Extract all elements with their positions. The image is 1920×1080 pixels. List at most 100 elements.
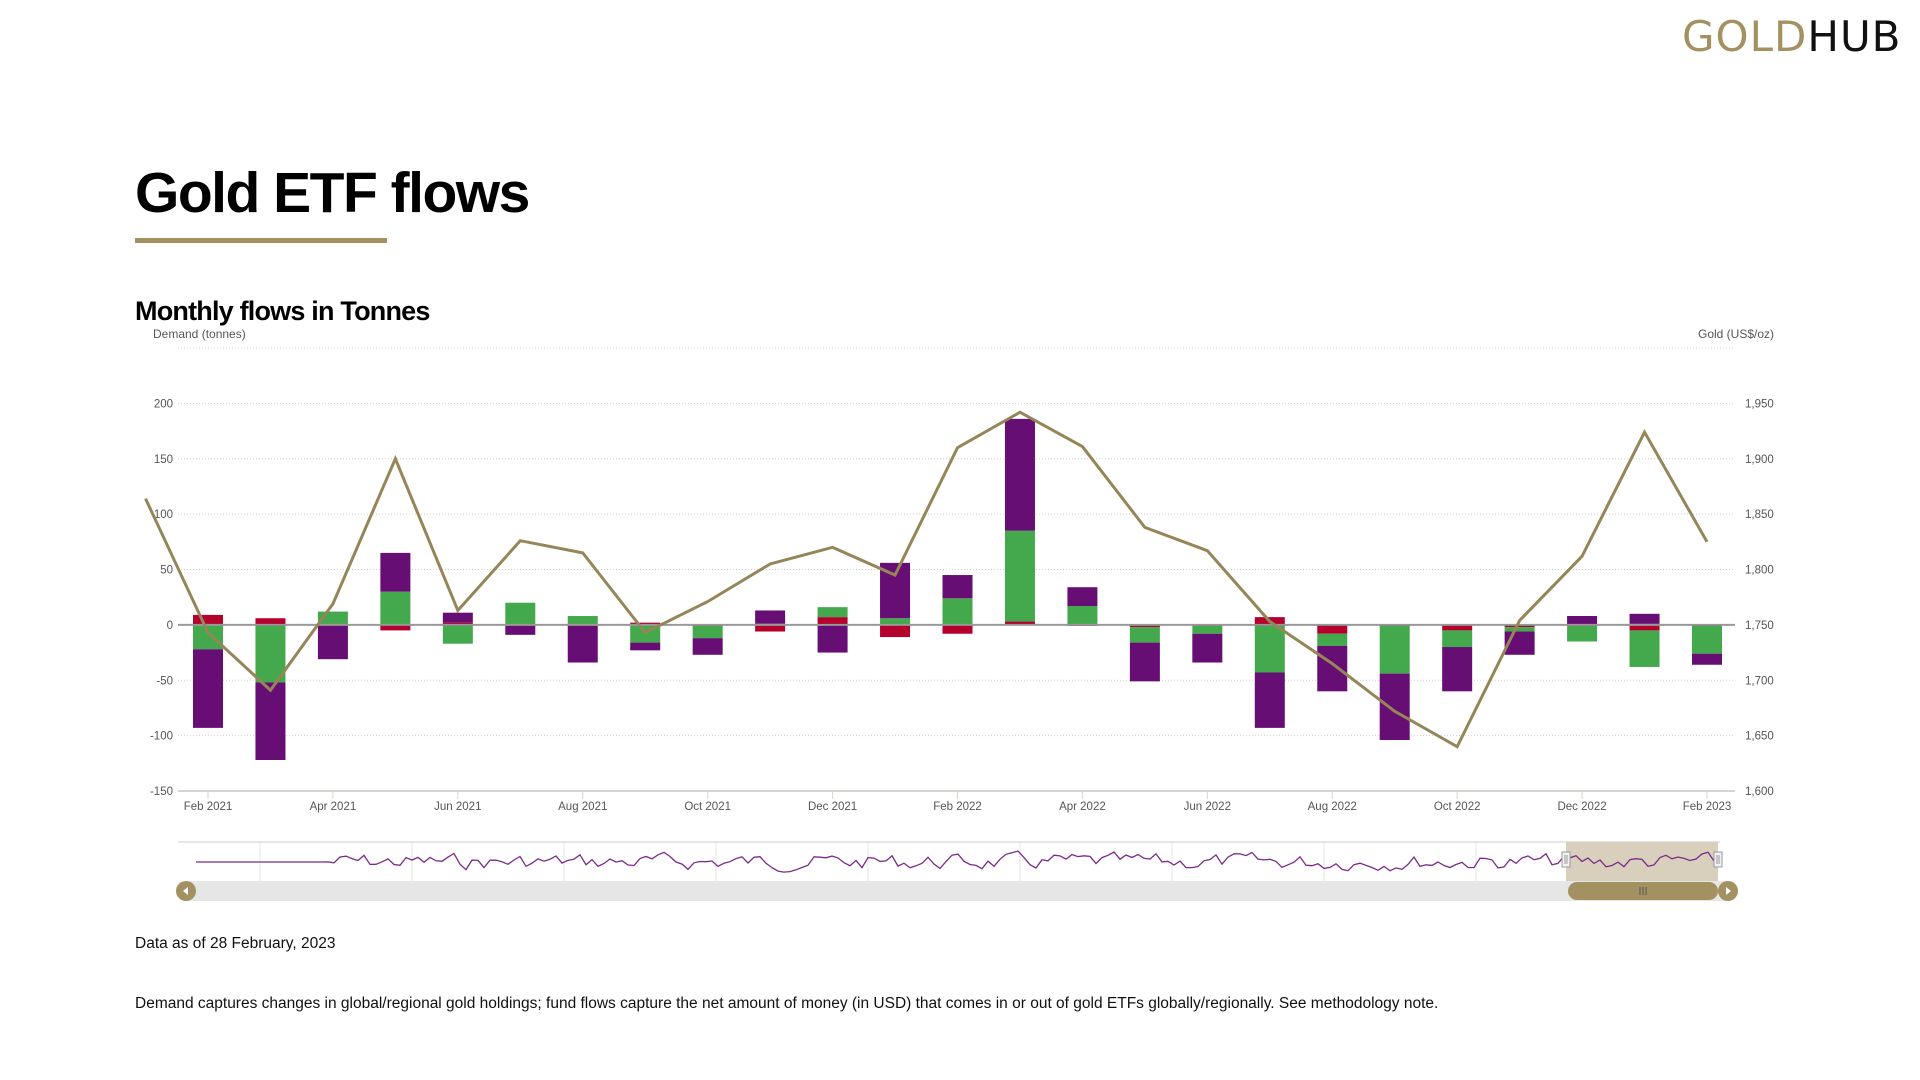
x-tick-label: Aug 2021 [558, 801, 607, 813]
x-tick-label: Feb 2023 [1683, 801, 1732, 813]
navigator-series-line [196, 850, 1715, 873]
bar-segment [942, 575, 973, 599]
data-as-of: Data as of 28 February, 2023 [135, 935, 336, 952]
left-axis-title: Demand (tonnes) [153, 327, 246, 341]
bar-segment [505, 602, 536, 625]
bar-segment [255, 618, 286, 625]
bar-segment [442, 622, 473, 625]
y2-tick-label: 1,800 [1745, 565, 1774, 577]
x-tick-label: Apr 2021 [310, 801, 357, 813]
bar-segment [1004, 530, 1035, 622]
bar-segment [567, 616, 598, 625]
bar-segment [1129, 627, 1160, 643]
bar-segment [1692, 653, 1722, 665]
page-title: Gold ETF flows [135, 161, 530, 225]
bar-segment [193, 624, 223, 650]
bar-segment [380, 591, 411, 625]
x-tick-label: Apr 2022 [1059, 801, 1106, 813]
goldhub-logo[interactable]: GOLDHUB [1682, 12, 1902, 61]
bar-segment [1379, 673, 1410, 741]
bar-segment [255, 625, 286, 683]
bar-segment [255, 682, 286, 760]
bar-segment [755, 624, 786, 632]
bar-segment [817, 625, 848, 653]
bar-segment [630, 622, 661, 625]
bar-segment [193, 614, 223, 625]
bar-segment [1067, 606, 1098, 625]
bar-segment [630, 642, 661, 651]
x-tick-label: Oct 2021 [684, 801, 731, 813]
bar-segment [692, 625, 723, 639]
bar-segment [1567, 625, 1598, 642]
bar-segment [1442, 647, 1473, 692]
bar-segment [505, 625, 536, 635]
bar-segment [1004, 418, 1035, 531]
bar-segment [1067, 587, 1098, 607]
y2-tick-label: 1,850 [1745, 509, 1774, 521]
right-axis-title: Gold (US$/oz) [1698, 327, 1775, 341]
y2-tick-label: 1,600 [1745, 786, 1774, 798]
y2-tick-label: 1,750 [1745, 620, 1774, 632]
bar-segment [942, 624, 973, 634]
bar-segment [1317, 625, 1348, 634]
arrow-right-icon [1726, 887, 1731, 895]
bar-segment [1254, 625, 1285, 673]
bar-segment [380, 552, 411, 592]
navigator-handle[interactable] [1713, 851, 1723, 868]
bar-segment [380, 625, 411, 631]
bar-segment [1692, 625, 1722, 654]
methodology-note: Demand captures changes in global/region… [135, 995, 1439, 1012]
x-tick-label: Oct 2022 [1434, 801, 1481, 813]
bar-segment [755, 610, 786, 624]
bar-segment [1129, 624, 1160, 628]
bar-segment [1629, 613, 1660, 624]
x-tick-label: Jun 2021 [434, 801, 481, 813]
bar-segment [1442, 630, 1473, 648]
bar-segment [567, 625, 598, 663]
bar-segment [1379, 625, 1410, 674]
bar-segment [1504, 625, 1535, 628]
bar-segment [942, 598, 973, 625]
y2-tick-label: 1,650 [1745, 731, 1774, 743]
bar-segment [817, 617, 848, 625]
bar-segment [1317, 645, 1348, 692]
x-tick-label: Feb 2021 [184, 801, 233, 813]
x-tick-label: Feb 2022 [933, 801, 982, 813]
y-tick-label: 0 [167, 620, 173, 632]
gold-price-line [144, 410, 1709, 749]
y2-tick-label: 1,950 [1745, 398, 1774, 410]
y-tick-label: -50 [156, 675, 173, 687]
bar-segment [1192, 633, 1223, 663]
bar-segment [1629, 624, 1660, 631]
bar-segment [1004, 621, 1035, 625]
navigator-scrollbar-track[interactable] [186, 881, 1728, 901]
y-tick-label: 200 [154, 398, 173, 410]
bar-segment [193, 649, 223, 728]
title-underline [135, 238, 387, 243]
bar-segment [1254, 672, 1285, 728]
navigator-handle[interactable] [1561, 851, 1571, 868]
bar-segment [692, 638, 723, 655]
bar-segment [817, 607, 848, 618]
navigator-selected-range [1566, 842, 1718, 881]
x-tick-label: Dec 2021 [808, 801, 857, 813]
logo-hub-text: HUB [1807, 12, 1902, 61]
bar-segment [880, 624, 911, 638]
bar-segment [880, 618, 911, 625]
y-tick-label: 150 [154, 454, 173, 466]
y-tick-label: -100 [150, 731, 173, 743]
chart-title: Monthly flows in Tonnes [135, 296, 430, 326]
bar-segment [1567, 616, 1598, 625]
y-tick-label: 100 [154, 509, 173, 521]
x-tick-label: Dec 2022 [1557, 801, 1606, 813]
arrow-left-icon [183, 887, 188, 895]
bar-segment [442, 625, 473, 644]
y2-tick-label: 1,700 [1745, 675, 1774, 687]
bar-segment [1192, 625, 1223, 634]
logo-gold-text: GOLD [1682, 12, 1808, 61]
bar-segment [1504, 627, 1535, 632]
y-tick-label: -150 [150, 786, 173, 798]
bar-segment [1629, 630, 1660, 667]
bar-segment [442, 612, 473, 623]
